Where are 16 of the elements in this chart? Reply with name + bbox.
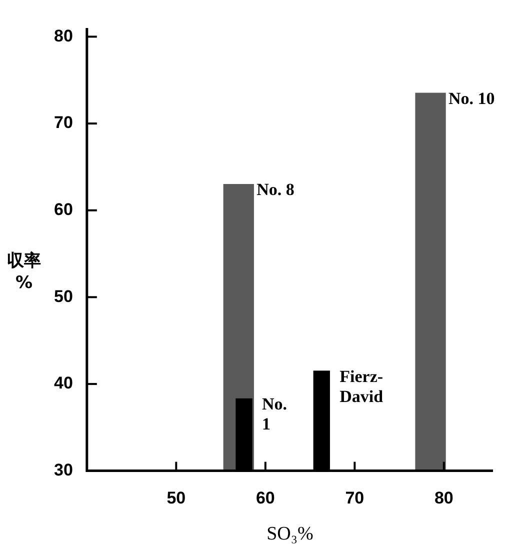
x-tick-label: 80 [434, 488, 454, 508]
y-tick-label: 50 [54, 286, 73, 306]
y-tick-label: 80 [54, 26, 73, 46]
y-tick-label: 60 [54, 200, 73, 220]
x-tick-label: 60 [256, 488, 275, 508]
annotation: No. 1 [262, 394, 288, 434]
y-tick-label: 70 [54, 113, 73, 132]
annotation: Fierz-David [340, 366, 384, 406]
x-tick-label: 70 [345, 488, 364, 508]
y-axis-title: 収率% [6, 250, 42, 294]
annotation: No. 10 [448, 89, 495, 108]
y-tick-label: 40 [54, 374, 73, 393]
y-tick-label: 30 [54, 460, 73, 480]
x-tick-label: 50 [166, 488, 186, 508]
annotation: No. 8 [256, 180, 294, 200]
x-axis-title: SO₃% [266, 524, 314, 545]
